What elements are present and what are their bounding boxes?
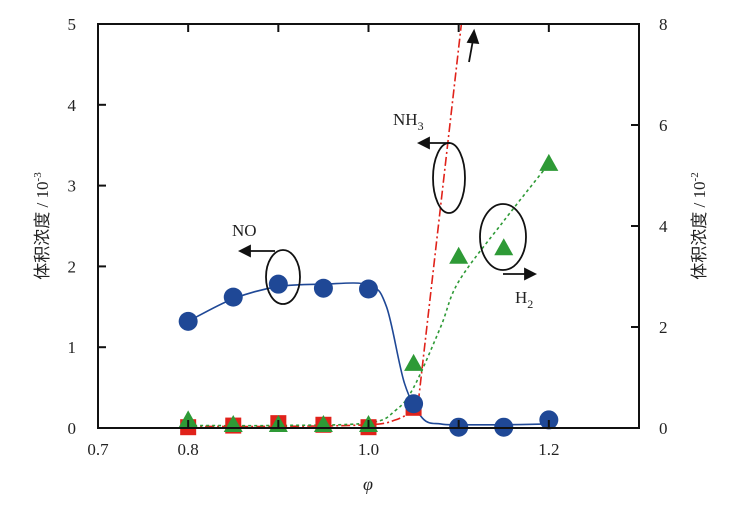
- marker-no: [268, 274, 288, 294]
- marker-no: [223, 287, 243, 307]
- y-left-tick-label: 0: [68, 419, 77, 438]
- marker-no: [313, 278, 333, 298]
- series-line-no: [187, 282, 549, 426]
- x-tick-label: 0.8: [178, 440, 199, 459]
- plot-frame: [97, 23, 640, 429]
- y-left-tick-label: 3: [68, 177, 77, 196]
- annotations: [237, 28, 538, 305]
- marker-h2: [404, 353, 424, 371]
- marker-no: [404, 394, 424, 414]
- series-line-h2: [188, 163, 550, 427]
- no-arrowhead: [237, 244, 251, 258]
- h2-ellipse: [479, 203, 527, 271]
- nh3-arrowhead: [416, 136, 430, 150]
- annotation-no: NO: [232, 221, 257, 240]
- marker-h2: [539, 153, 559, 171]
- y-left-tick-label: 1: [68, 338, 77, 357]
- marker-no: [178, 311, 198, 331]
- series-markers: [178, 153, 559, 437]
- offscale-arrow: [468, 39, 474, 63]
- x-axis-label: φ: [363, 474, 373, 494]
- y-right-tick-label: 4: [659, 217, 668, 236]
- offscale-arrowhead: [466, 28, 480, 45]
- no-ellipse: [265, 249, 301, 305]
- y-right-tick-label: 6: [659, 116, 668, 135]
- marker-no: [359, 279, 378, 299]
- y-right-tick-label: 2: [659, 318, 668, 337]
- annotation-nh3: NH3: [393, 110, 424, 133]
- nh3-ellipse: [432, 142, 466, 214]
- y-axis-left-label: 体积浓度 / 10-3: [32, 172, 52, 280]
- axis-ticks: 0.7 0.8 1.0 1.2 0 1 2 3 4 5 0 2 4 6 8: [68, 15, 669, 459]
- x-tick-label: 1.2: [538, 440, 559, 459]
- marker-h2: [494, 238, 514, 256]
- marker-h2: [449, 246, 469, 264]
- h2-arrowhead: [524, 267, 538, 281]
- marker-no: [539, 410, 559, 430]
- marker-h2: [178, 410, 198, 428]
- y-left-tick-label: 4: [68, 96, 77, 115]
- x-tick-label: 0.7: [87, 440, 109, 459]
- y-right-tick-label: 0: [659, 419, 668, 438]
- annotation-h2: H2: [515, 288, 533, 311]
- y-left-tick-label: 5: [68, 15, 77, 34]
- y-right-tick-label: 8: [659, 15, 668, 34]
- y-left-tick-label: 2: [68, 257, 77, 276]
- y-axis-right-label: 体积浓度 / 10-2: [689, 172, 709, 279]
- x-tick-label: 1.0: [358, 440, 379, 459]
